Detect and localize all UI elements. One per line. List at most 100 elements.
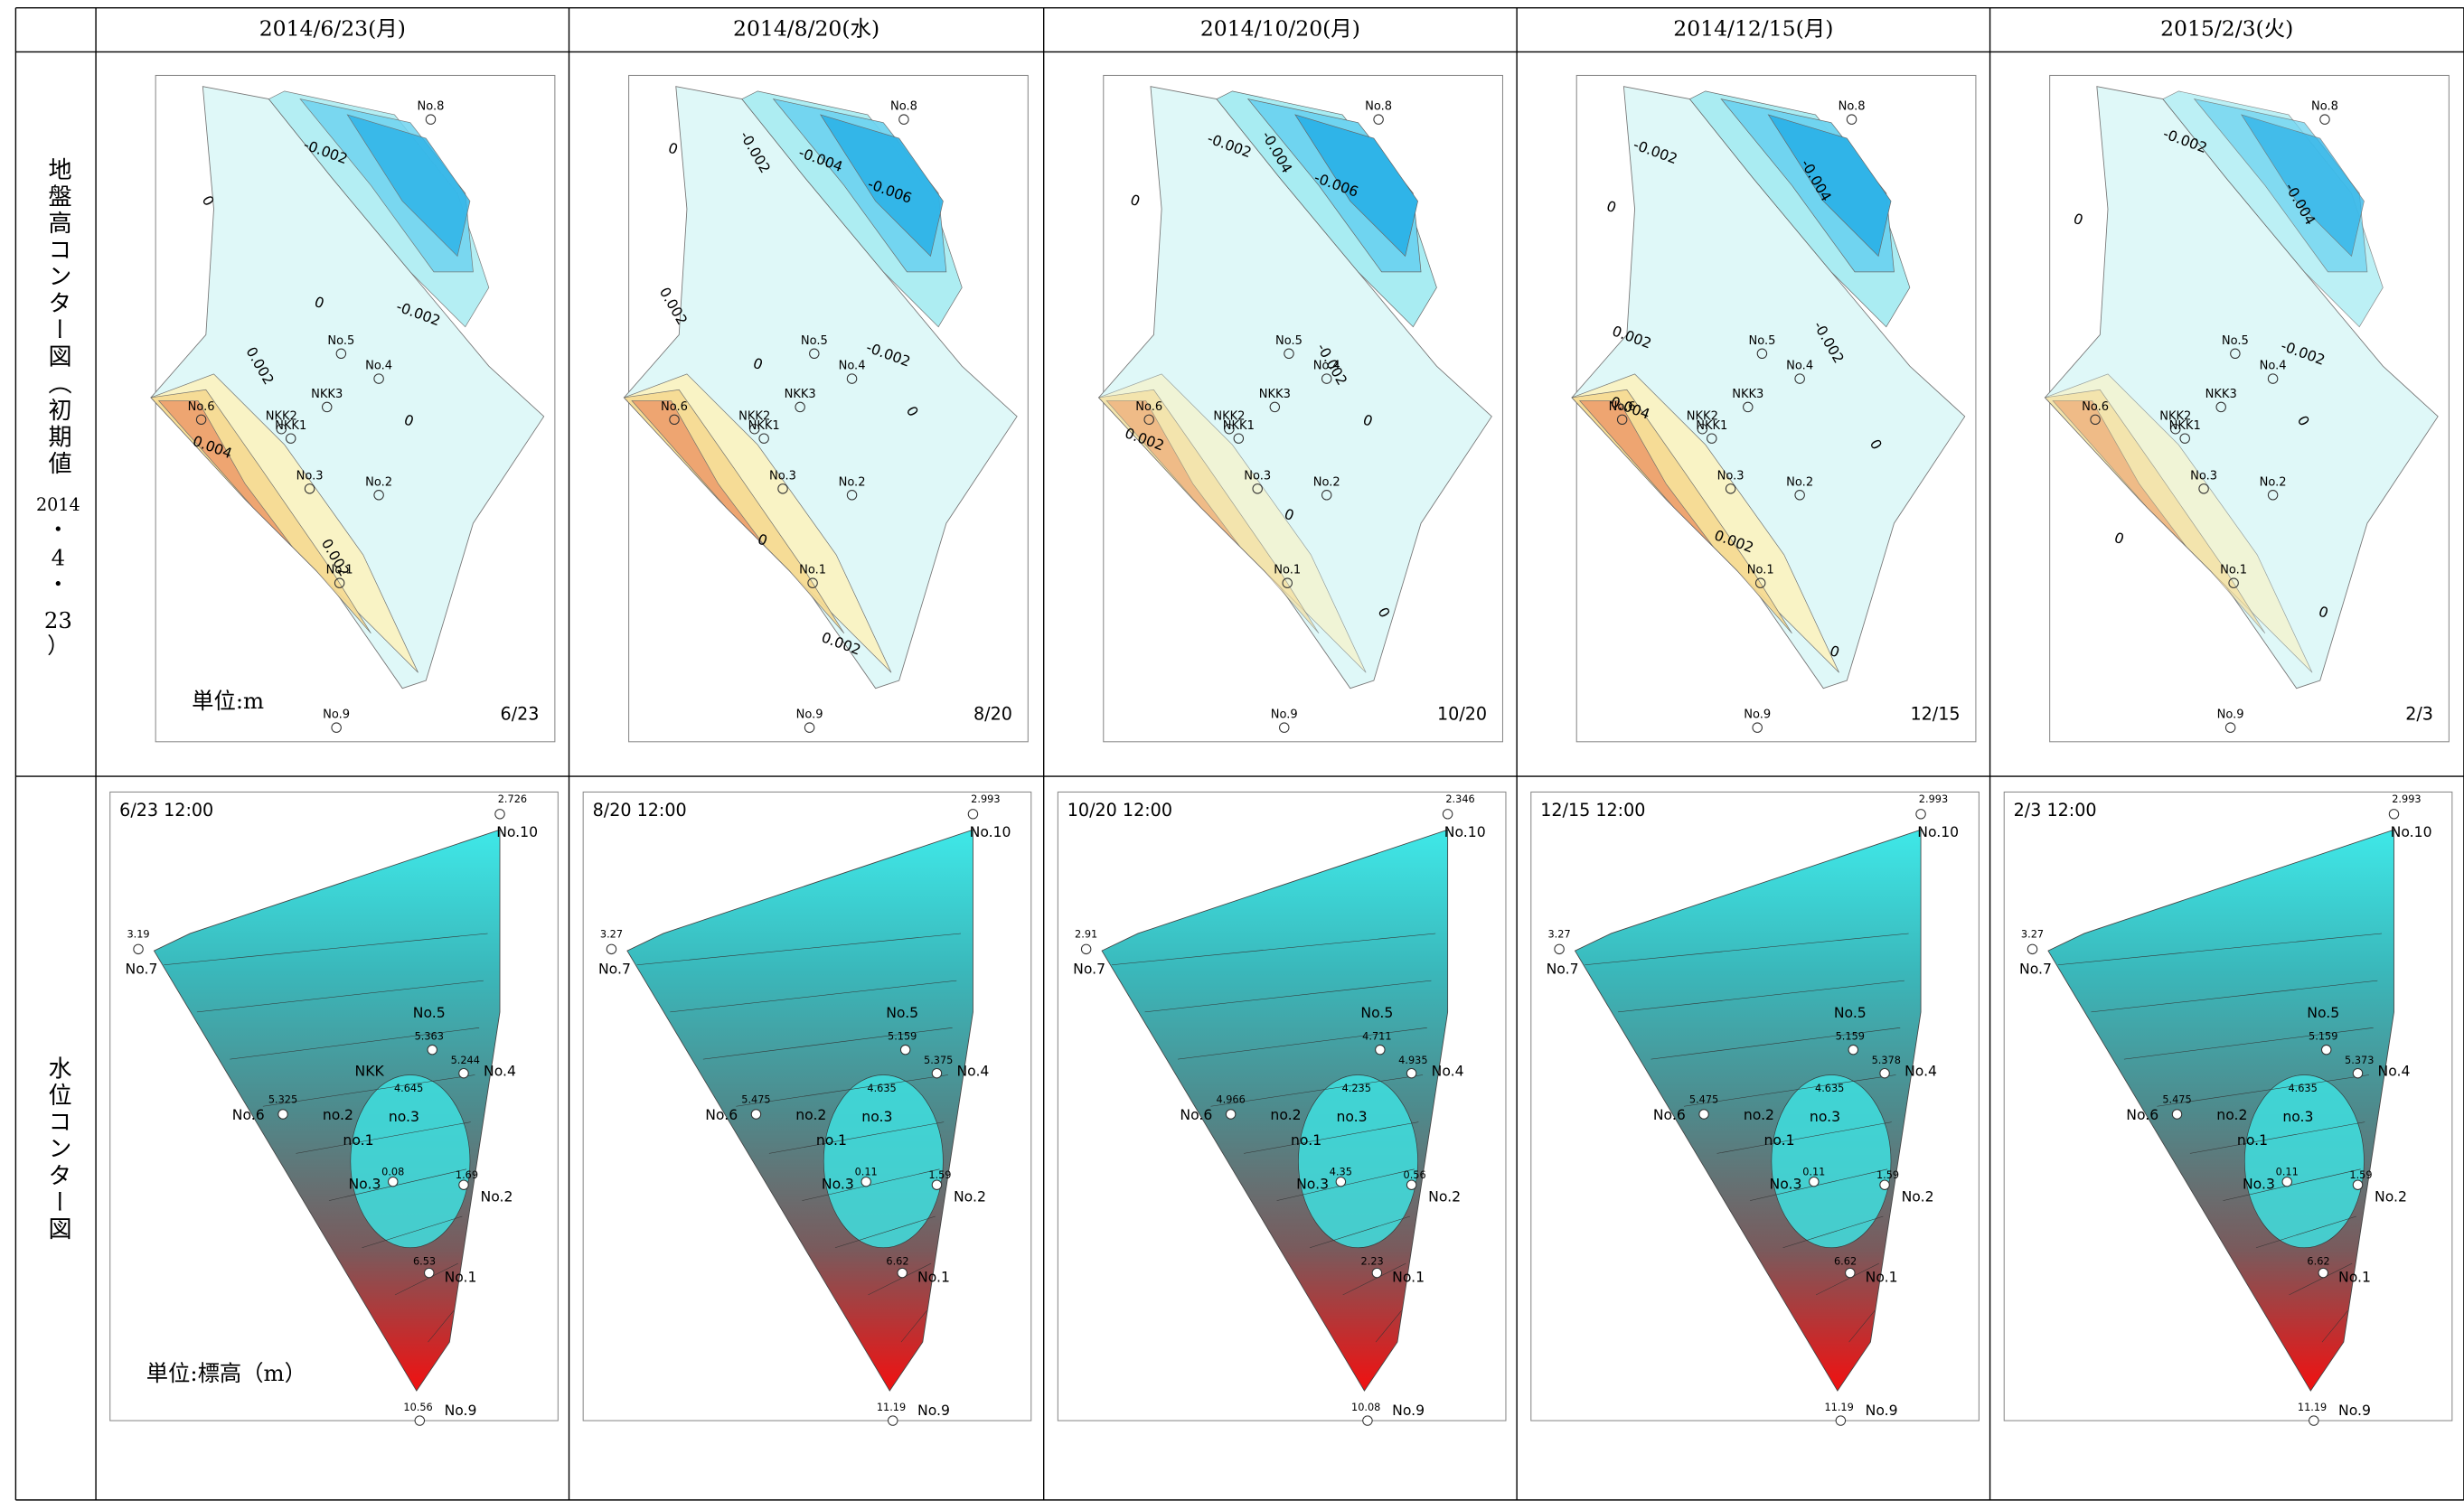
reading: 0.08 [381, 1166, 404, 1177]
reading: 11.19 [877, 1402, 906, 1413]
station-label: No.2 [481, 1188, 513, 1205]
station-label: No.7 [598, 960, 631, 977]
station-marker [1810, 1177, 1819, 1187]
reading: 5.159 [2309, 1031, 2337, 1043]
reading: 3.19 [127, 929, 149, 941]
station-label: No.7 [126, 960, 158, 977]
station-marker [332, 723, 341, 732]
station-label: NKK1 [748, 419, 780, 433]
reading: 0.11 [1802, 1166, 1825, 1177]
reading: 10.08 [1351, 1402, 1380, 1413]
station-marker [495, 810, 504, 819]
station-marker [134, 944, 143, 953]
row-sublabel: ・ [47, 516, 69, 542]
station-marker [428, 1045, 437, 1054]
station-label: No.9 [445, 1402, 477, 1419]
map-stamp: 8/20 [973, 704, 1012, 725]
station-label: no.1 [816, 1131, 847, 1149]
contour-label: 0 [1128, 191, 1143, 210]
station-label: No.6 [2082, 400, 2109, 414]
station-marker [1280, 723, 1289, 732]
station-marker [426, 115, 435, 124]
station-marker [1753, 723, 1762, 732]
column-date: 2015/2/3(火) [2160, 16, 2293, 42]
reading: 5.475 [1689, 1093, 1718, 1105]
station-label: NKK1 [1223, 419, 1255, 433]
station-label: No.2 [2375, 1188, 2407, 1205]
station-label: No.6 [232, 1106, 265, 1123]
station-label: no.2 [2216, 1106, 2247, 1123]
station-marker [1443, 810, 1452, 819]
low-area [1298, 1074, 1417, 1247]
station-label: no.3 [1810, 1108, 1840, 1125]
reading: 5.244 [451, 1055, 480, 1066]
station-marker [968, 810, 977, 819]
station-label: No.7 [1073, 960, 1105, 977]
station-label: No.1 [1866, 1268, 1898, 1285]
row-label: 地盤高コンター図（初期値 [44, 157, 72, 478]
water-map: 6/23 12:002.7263.195.3635.2445.3254.6450… [110, 792, 559, 1425]
low-area [351, 1074, 470, 1247]
reading: 2.993 [1919, 793, 1948, 805]
map-stamp: 10/20 [1437, 704, 1487, 725]
map-time: 10/20 12:00 [1067, 800, 1172, 821]
station-label: No.6 [1653, 1106, 1686, 1123]
station-label: No.4 [956, 1062, 989, 1079]
station-label: No.9 [1271, 708, 1298, 722]
station-marker [1836, 1416, 1845, 1425]
station-label: No.10 [1444, 823, 1486, 840]
row-sublabel: 2014 [36, 494, 80, 515]
station-marker [415, 1416, 424, 1425]
station-label: No.5 [801, 334, 828, 348]
station-label: No.5 [1275, 334, 1303, 348]
unit-label: 単位:標高（m） [146, 1360, 306, 1386]
station-marker [1699, 1110, 1708, 1119]
column-date: 2014/10/20(月) [1200, 16, 1360, 42]
reading: 2.993 [2392, 793, 2421, 805]
station-label: No.7 [2019, 960, 2052, 977]
reading: 5.378 [1872, 1055, 1901, 1066]
station-label: NKK3 [311, 388, 343, 401]
station-label: NKK3 [1732, 388, 1763, 401]
station-label: No.4 [365, 360, 392, 373]
station-label: No.10 [2391, 823, 2432, 840]
row-sublabel: ・ [47, 571, 69, 597]
station-label: No.9 [796, 708, 823, 722]
station-marker [607, 944, 616, 953]
station-marker [1846, 1268, 1855, 1277]
station-label: No.2 [365, 475, 392, 489]
reading: 4.635 [867, 1083, 896, 1094]
reading: 4.711 [1362, 1031, 1391, 1043]
station-label: No.2 [1313, 475, 1340, 489]
station-label: No.6 [1180, 1106, 1212, 1123]
station-label: No.2 [1428, 1188, 1461, 1205]
station-marker [861, 1177, 870, 1187]
water-map: 2/3 12:002.9933.275.1595.3735.4754.6350.… [2004, 792, 2452, 1425]
station-marker [1880, 1180, 1889, 1189]
station-label: No.4 [1786, 360, 1813, 373]
station-marker [2320, 115, 2329, 124]
reading: 11.19 [2298, 1402, 2327, 1413]
low-area [1772, 1074, 1891, 1247]
low-area [2244, 1074, 2364, 1247]
station-label: No.3 [822, 1176, 854, 1193]
station-label: No.7 [1547, 960, 1579, 977]
station-marker [1336, 1177, 1345, 1187]
map-time: 2/3 12:00 [2014, 800, 2097, 821]
row-sublabel: 4 [52, 545, 65, 571]
reading: 4.935 [1398, 1055, 1427, 1066]
station-marker [932, 1069, 941, 1078]
station-label: No.1 [2220, 564, 2247, 577]
station-label: No.6 [705, 1106, 738, 1123]
map-stamp: 6/23 [501, 704, 540, 725]
column-date: 2014/12/15(月) [1673, 16, 1833, 42]
station-label: no.2 [795, 1106, 826, 1123]
map-time: 8/20 12:00 [593, 800, 687, 821]
reading: 5.325 [268, 1093, 297, 1105]
station-marker [278, 1110, 287, 1119]
station-label: No.5 [1834, 1004, 1867, 1021]
station-label: No.6 [1135, 400, 1162, 414]
station-label: No.3 [2243, 1176, 2275, 1193]
reading: 3.27 [600, 929, 623, 941]
